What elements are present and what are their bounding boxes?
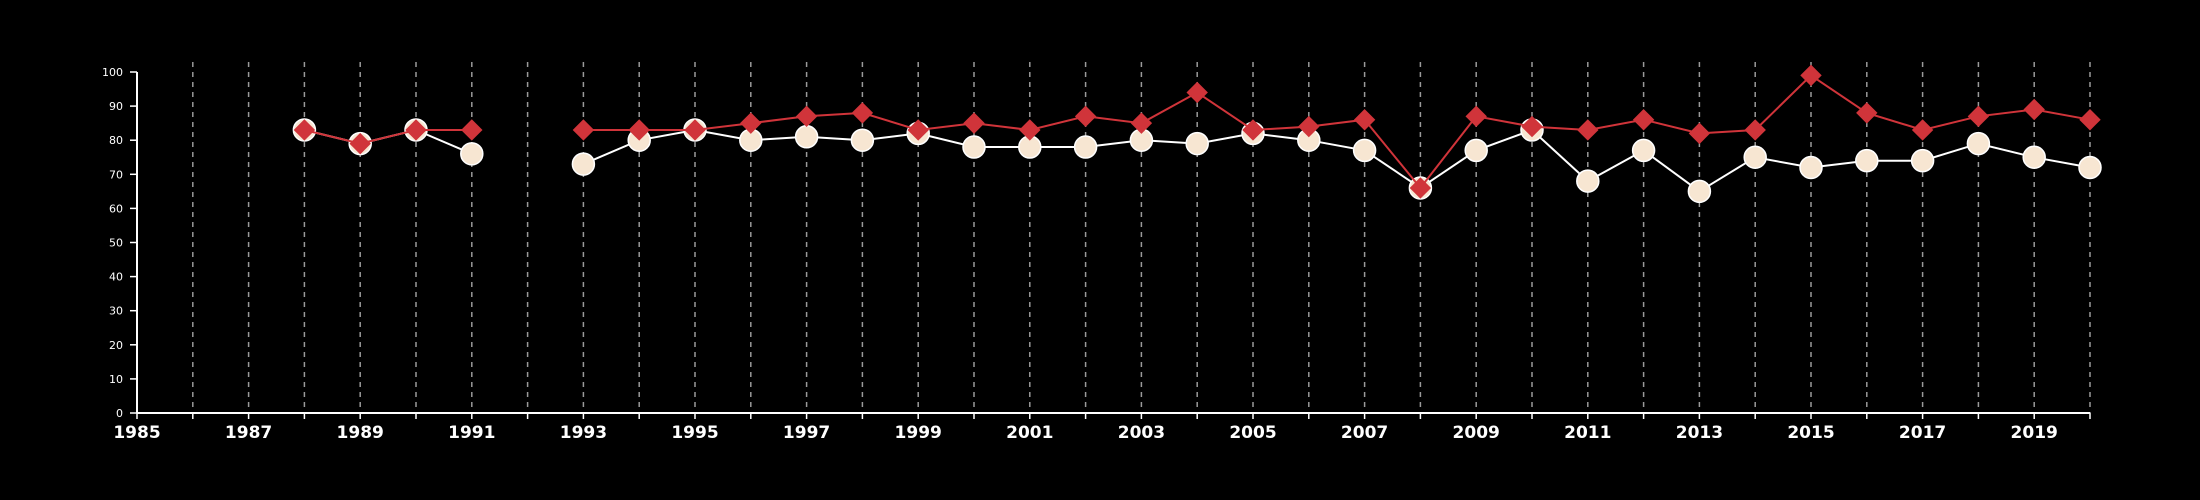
data-point-diamond bbox=[795, 105, 818, 128]
data-point-circle bbox=[794, 125, 819, 149]
data-point-diamond bbox=[1577, 119, 1599, 141]
x-tick-label: 2011 bbox=[1564, 423, 1611, 443]
data-point-circle bbox=[1687, 179, 1712, 204]
data-point-circle bbox=[1855, 148, 1879, 173]
data-point-diamond bbox=[1911, 119, 1934, 141]
vertical-gridlines bbox=[192, 62, 2091, 413]
data-point-diamond bbox=[1465, 105, 1487, 128]
axes: 0 10 20 30 40 50 60 70 80 90 100 1985 1987 1989 1991 19… bbox=[102, 66, 2091, 443]
data-point-circle bbox=[1576, 169, 1600, 193]
data-point-circle bbox=[1352, 138, 1377, 163]
data-point-diamond bbox=[1242, 119, 1264, 141]
x-tick-label: 1993 bbox=[560, 423, 607, 443]
data-point-diamond bbox=[1856, 102, 1878, 124]
data-point-diamond bbox=[2023, 98, 2045, 121]
y-tick-label: 50 bbox=[109, 237, 123, 250]
data-point-diamond bbox=[963, 112, 985, 134]
series-line bbox=[304, 128, 473, 155]
data-point-diamond bbox=[1521, 115, 1543, 138]
data-series bbox=[292, 64, 2102, 204]
data-point-circle bbox=[1464, 138, 1488, 163]
data-point-circle bbox=[1799, 155, 1823, 180]
data-point-diamond bbox=[684, 119, 706, 141]
x-tick-label: 1985 bbox=[113, 423, 160, 443]
x-tick-label: 1991 bbox=[448, 423, 495, 443]
x-tick-label: 2013 bbox=[1676, 423, 1723, 443]
x-tick-label: 1995 bbox=[671, 423, 718, 443]
data-point-diamond bbox=[851, 102, 874, 124]
y-tick-label: 10 bbox=[109, 373, 123, 386]
data-point-diamond bbox=[628, 119, 650, 141]
x-tick-label: 1987 bbox=[225, 423, 272, 443]
x-tick-label: 2007 bbox=[1341, 423, 1388, 443]
data-point-circle bbox=[460, 142, 484, 166]
data-point-circle bbox=[1185, 131, 1209, 156]
data-point-diamond bbox=[405, 119, 427, 141]
data-point-diamond bbox=[740, 112, 762, 134]
x-tick-label: 2017 bbox=[1899, 423, 1946, 443]
data-point-diamond bbox=[461, 119, 483, 141]
data-point-diamond bbox=[907, 119, 929, 141]
x-tick-label: 1997 bbox=[783, 423, 830, 443]
data-point-diamond bbox=[1800, 64, 1822, 87]
data-point-diamond bbox=[1019, 119, 1041, 141]
data-point-diamond bbox=[349, 132, 371, 155]
data-point-diamond bbox=[293, 119, 316, 141]
data-point-diamond bbox=[1353, 109, 1376, 131]
x-tick-label: 2009 bbox=[1453, 423, 1500, 443]
data-point-circle bbox=[962, 135, 986, 159]
data-point-circle bbox=[850, 128, 875, 152]
y-tick-label: 0 bbox=[116, 407, 123, 420]
x-tick-label: 2001 bbox=[1006, 423, 1053, 443]
data-point-circle bbox=[1743, 145, 1767, 169]
y-tick-label: 100 bbox=[102, 66, 123, 79]
data-point-diamond bbox=[1632, 109, 1655, 131]
series-line bbox=[583, 74, 2091, 190]
series-line bbox=[583, 128, 2091, 193]
data-point-circle bbox=[1073, 135, 1098, 159]
x-tick-label: 2003 bbox=[1118, 423, 1165, 443]
y-tick-label: 20 bbox=[109, 339, 123, 352]
data-point-diamond bbox=[1744, 119, 1766, 141]
data-point-diamond bbox=[1688, 122, 1711, 145]
series-line bbox=[304, 129, 472, 145]
data-point-diamond bbox=[1967, 105, 1990, 128]
data-point-circle bbox=[2022, 145, 2046, 169]
x-tick-label: 2019 bbox=[2011, 423, 2058, 443]
x-tick-label: 1999 bbox=[895, 423, 942, 443]
x-tick-label: 2005 bbox=[1229, 423, 1276, 443]
y-tick-label: 70 bbox=[109, 168, 123, 181]
data-point-diamond bbox=[2079, 109, 2101, 131]
x-tick-label: 1989 bbox=[337, 423, 384, 443]
data-point-circle bbox=[1631, 138, 1656, 163]
y-tick-label: 60 bbox=[109, 202, 123, 215]
data-point-diamond bbox=[1186, 81, 1208, 104]
data-point-diamond bbox=[1409, 177, 1432, 199]
y-tick-label: 30 bbox=[109, 305, 123, 318]
data-point-diamond bbox=[1298, 115, 1320, 138]
y-tick-label: 80 bbox=[109, 134, 123, 147]
data-point-circle bbox=[1966, 131, 1991, 156]
x-tick-label: 2015 bbox=[1787, 423, 1834, 443]
data-point-circle bbox=[2078, 155, 2102, 180]
series-2 bbox=[293, 64, 2101, 199]
data-point-diamond bbox=[572, 119, 595, 141]
y-tick-label: 40 bbox=[109, 271, 123, 284]
y-tick-label: 90 bbox=[109, 100, 123, 113]
series-1 bbox=[292, 118, 2102, 204]
data-point-diamond bbox=[1130, 112, 1153, 134]
data-point-diamond bbox=[1074, 105, 1097, 128]
data-point-circle bbox=[571, 152, 596, 176]
data-point-circle bbox=[1910, 148, 1935, 173]
